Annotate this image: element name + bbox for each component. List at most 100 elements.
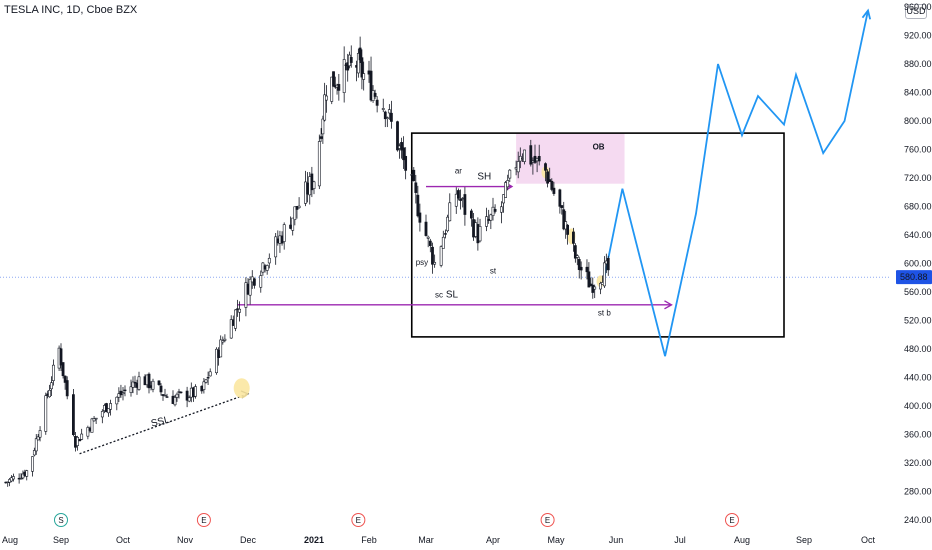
- candle-body: [516, 161, 520, 173]
- price-axis-label: 440.00: [904, 373, 932, 383]
- candle-body: [469, 210, 473, 219]
- time-axis-label: Aug: [734, 535, 750, 545]
- price-axis-label: 760.00: [904, 145, 932, 155]
- time-axis-label: Dec: [240, 535, 257, 545]
- candle-body: [234, 309, 237, 329]
- candle-body: [342, 59, 346, 93]
- price-axis-label: 520.00: [904, 316, 932, 326]
- candle-body: [493, 209, 497, 212]
- candle-body: [537, 156, 541, 162]
- candle-body: [291, 217, 295, 231]
- candle-body: [602, 262, 606, 287]
- order-block-zone: [516, 133, 625, 184]
- candle-body: [550, 180, 554, 190]
- event-marker-label: S: [58, 516, 63, 525]
- candle-body: [100, 411, 104, 418]
- time-axis-label: May: [547, 535, 565, 545]
- candle-body: [572, 231, 575, 244]
- candle-body: [529, 145, 533, 165]
- candle-body: [219, 339, 223, 358]
- candle-body: [105, 403, 108, 413]
- candle-body: [206, 377, 210, 379]
- candle-body: [137, 376, 141, 390]
- candle-body: [387, 109, 391, 114]
- price-axis-label: 560.00: [904, 287, 932, 297]
- currency-button[interactable]: USD: [905, 4, 927, 19]
- candle-body: [404, 155, 408, 171]
- candle-body: [346, 62, 350, 71]
- event-marker[interactable]: [196, 513, 211, 527]
- current-price-tag-label: 580.88: [900, 272, 928, 282]
- candle-body: [34, 438, 38, 452]
- price-axis-label: 640.00: [904, 230, 932, 240]
- candle-body: [248, 278, 252, 296]
- event-marker[interactable]: [725, 513, 739, 527]
- candle-body: [131, 381, 135, 388]
- candle-body: [36, 436, 40, 441]
- candle-body: [117, 393, 121, 398]
- candle-body: [332, 71, 335, 87]
- candle-body: [202, 381, 206, 390]
- ssl-trendline: [79, 393, 249, 455]
- candle-body: [362, 73, 366, 80]
- candle-body: [489, 214, 493, 221]
- candle-body: [552, 187, 556, 194]
- candle-body: [293, 206, 297, 220]
- time-axis-label: Aug: [2, 535, 18, 545]
- candle-body: [12, 476, 15, 480]
- candle-body: [94, 417, 98, 420]
- candle-body: [544, 163, 547, 171]
- candle-body: [325, 95, 328, 101]
- candle-body: [577, 259, 581, 270]
- price-axis-label: 800.00: [904, 116, 932, 126]
- price-axis-label: 920.00: [904, 31, 932, 41]
- event-marker[interactable]: [540, 513, 555, 527]
- candle-body: [433, 262, 437, 265]
- projection-path: [603, 10, 869, 357]
- candle-body: [78, 439, 82, 442]
- candle-body: [19, 477, 23, 480]
- price-axis[interactable]: 960.00 920.00 880.00 840.00 800.00 760.00 720.…: [904, 2, 932, 525]
- price-axis-label: 960.00: [904, 2, 932, 12]
- candle-body: [90, 418, 94, 433]
- candle-body: [585, 266, 589, 273]
- candle-body: [223, 338, 227, 341]
- candle-body: [109, 403, 113, 410]
- candle-body: [428, 240, 432, 246]
- candle-body: [323, 94, 327, 121]
- candle-body: [431, 246, 434, 265]
- candle-body: [337, 84, 341, 91]
- candle-body: [312, 181, 316, 189]
- time-axis-label: Mar: [418, 535, 434, 545]
- candle-body: [238, 308, 242, 313]
- price-axis-label: 480.00: [904, 344, 932, 354]
- candle-body: [478, 226, 482, 242]
- candle-body: [587, 271, 591, 288]
- time-axis-label: Sep: [53, 535, 69, 545]
- candle-body: [151, 380, 155, 390]
- sl-arrowhead: [664, 300, 673, 310]
- candle-body: [92, 418, 96, 422]
- time-axis[interactable]: Aug Sep Oct Nov Dec 2021 Feb Mar Apr May Jun Jul Aug…: [2, 535, 875, 545]
- candle-body: [204, 379, 208, 383]
- candle-body: [65, 380, 69, 397]
- candle-body: [173, 397, 177, 406]
- time-axis-label: Sep: [796, 535, 812, 545]
- time-axis-label: Jun: [609, 535, 624, 545]
- candle-body: [215, 348, 218, 374]
- event-marker[interactable]: [351, 513, 366, 527]
- event-marker[interactable]: [54, 513, 68, 527]
- candle-body: [208, 371, 212, 377]
- annotation-ssl: SSL: [150, 414, 171, 429]
- candle-body: [575, 255, 579, 258]
- candle-body: [25, 470, 29, 477]
- candle-body: [61, 362, 65, 377]
- candle-body: [50, 382, 53, 390]
- current-price-tag: [896, 270, 932, 285]
- price-axis-label: 720.00: [904, 173, 932, 183]
- candle-body: [502, 194, 505, 204]
- candle-body: [454, 193, 458, 207]
- candle-body: [163, 394, 167, 397]
